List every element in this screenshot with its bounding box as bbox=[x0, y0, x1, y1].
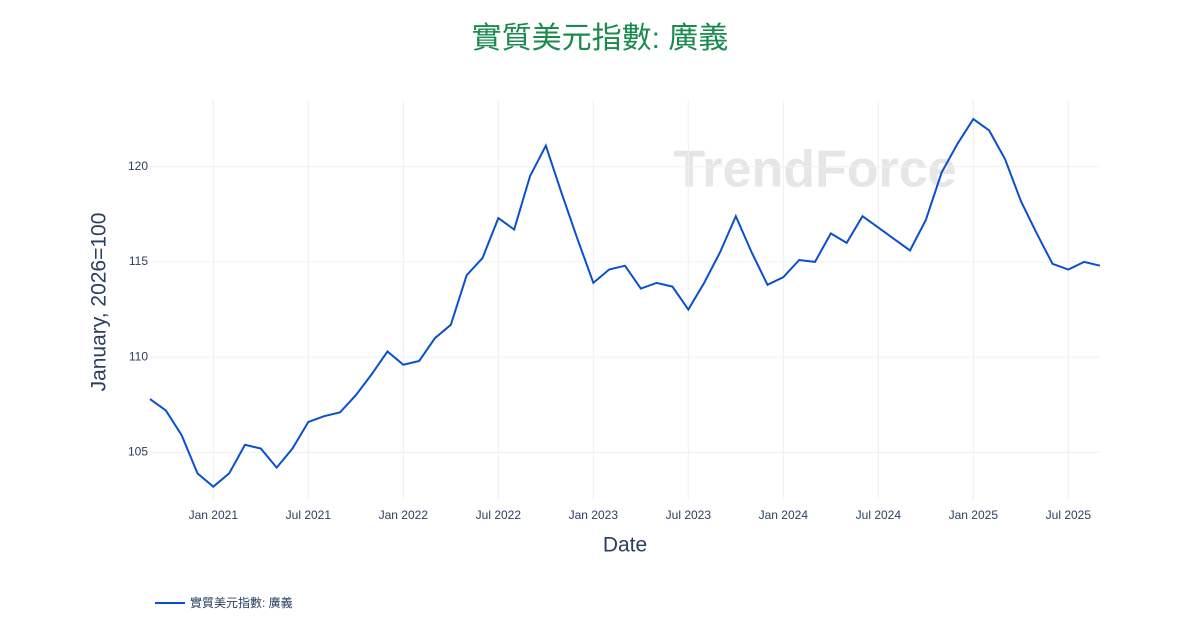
y-tick-label: 110 bbox=[129, 349, 148, 363]
data-line bbox=[149, 117, 1101, 488]
chart-title: 實質美元指數: 廣義 bbox=[472, 22, 729, 55]
x-axis-label: Date bbox=[603, 534, 647, 557]
x-tick-label: Jan 2021 bbox=[189, 508, 239, 522]
watermark: TrendForce bbox=[673, 141, 956, 199]
x-tick-label: Jan 2024 bbox=[759, 508, 809, 522]
legend-label: 實質美元指數: 廣義 bbox=[190, 595, 293, 610]
x-tick-label: Jul 2025 bbox=[1046, 508, 1092, 522]
x-tick-label: Jan 2023 bbox=[569, 508, 619, 522]
y-axis-label: January, 2026=100 bbox=[88, 213, 111, 392]
y-tick-label: 115 bbox=[129, 254, 148, 268]
y-tick-label: 105 bbox=[128, 445, 148, 459]
x-tick-label: Jul 2023 bbox=[666, 508, 712, 522]
x-tick-label: Jul 2024 bbox=[856, 508, 902, 522]
x-tick-label: Jul 2021 bbox=[286, 508, 332, 522]
x-tick-label: Jan 2022 bbox=[379, 508, 429, 522]
x-tick-label: Jul 2022 bbox=[476, 508, 522, 522]
x-tick-label: Jan 2025 bbox=[949, 508, 999, 522]
y-tick-label: 120 bbox=[128, 159, 148, 173]
